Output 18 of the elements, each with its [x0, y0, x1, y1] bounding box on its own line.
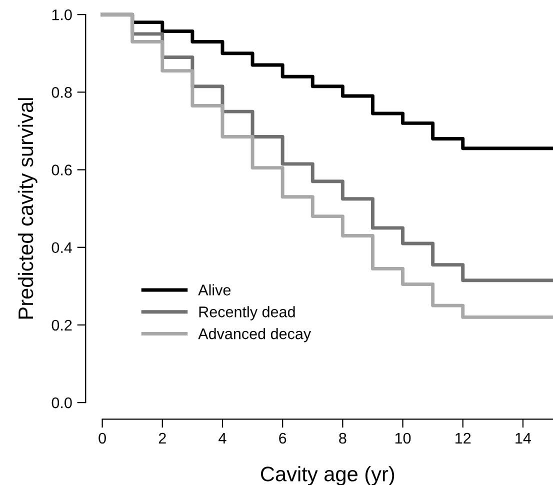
legend-label: Alive [198, 284, 231, 296]
x-tick-label: 0 [98, 432, 106, 444]
y-axis-title: Predicted cavity survival [18, 98, 38, 319]
y-tick-label: 0.2 [52, 320, 72, 331]
x-tick-label: 4 [218, 432, 226, 444]
y-tick-label: 0.4 [52, 242, 72, 254]
y-tick-label: 0.0 [52, 397, 72, 408]
x-tick-label: 14 [516, 432, 532, 444]
x-tick-label: 8 [339, 432, 346, 444]
x-tick-label: 2 [158, 432, 166, 444]
x-tick-label: 10 [395, 432, 411, 444]
legend-label: Recently dead [199, 306, 295, 320]
legend-label: Advanced decay [198, 328, 312, 342]
x-tick-label: 12 [456, 432, 471, 444]
y-tick-label: 0.6 [52, 164, 72, 176]
y-tick-label: 1.0 [52, 9, 72, 20]
x-tick-label: 6 [279, 432, 286, 444]
y-tick-label: 0.8 [52, 87, 72, 98]
